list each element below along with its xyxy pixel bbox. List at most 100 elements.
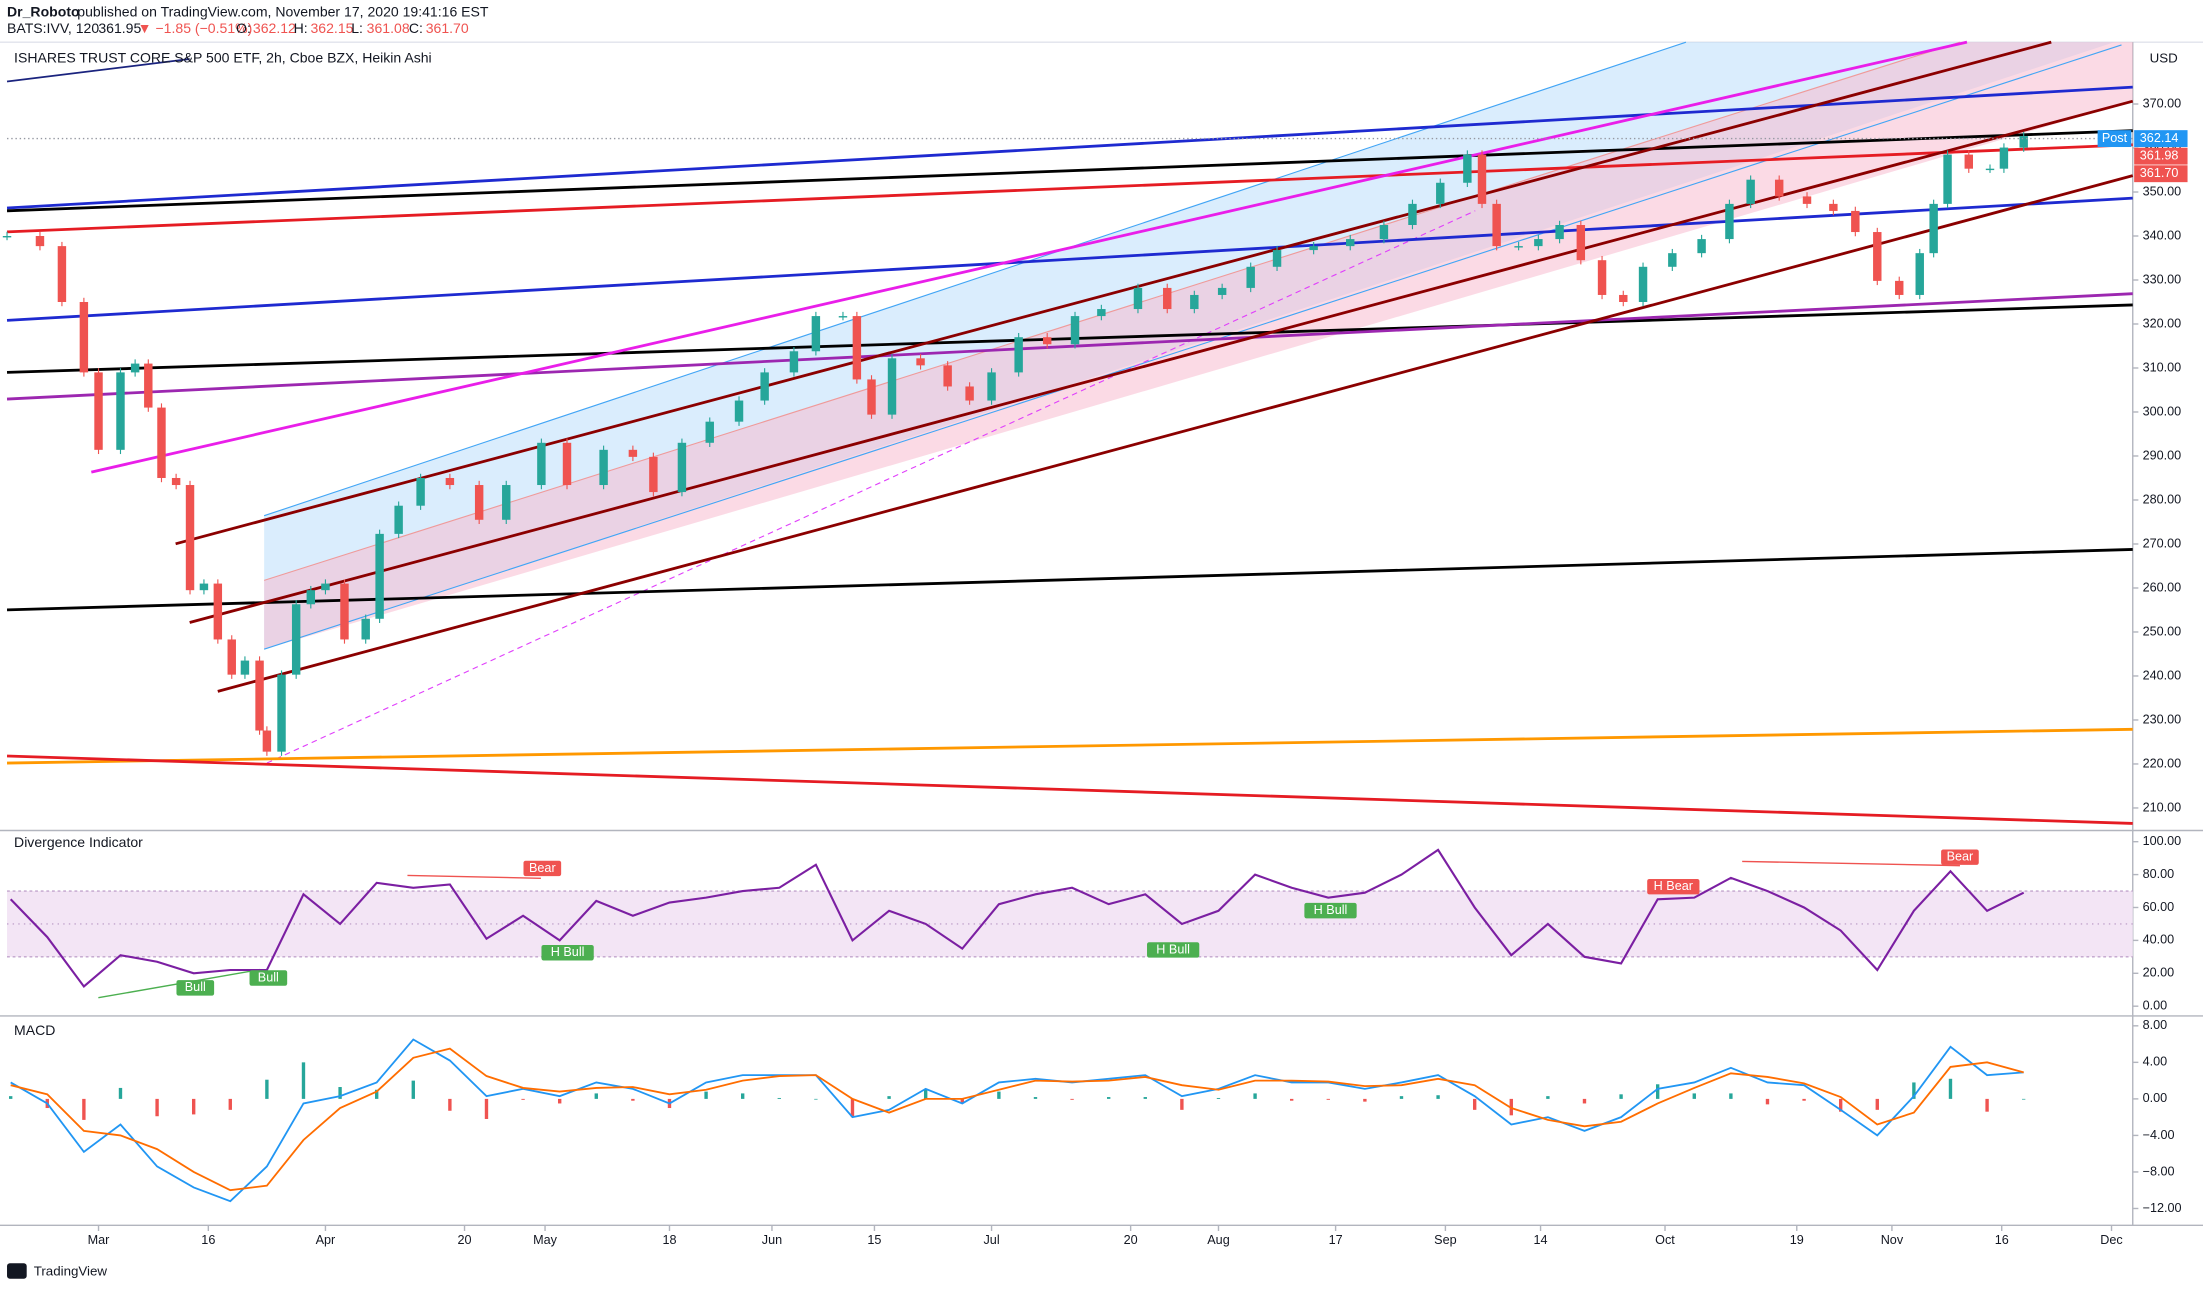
candle <box>1190 294 1199 310</box>
trend-line <box>6 143 2133 234</box>
histogram-bar <box>1655 1084 1660 1099</box>
candle <box>144 363 153 408</box>
histogram-bar <box>923 1088 928 1099</box>
candle <box>116 372 125 450</box>
candle <box>306 590 316 605</box>
price-tag <box>2134 165 2188 183</box>
candle <box>734 400 744 422</box>
candle <box>185 485 195 591</box>
histogram-bar <box>1838 1098 1843 1112</box>
oscillator-line <box>9 848 2025 988</box>
logo-icon <box>7 1263 27 1279</box>
pane: 0.00 20.00 40.00 60.00 80.00 100.00 Bear Bull Bu… <box>7 834 2181 1013</box>
y-tick-label: 210.00 <box>2143 800 2182 814</box>
candle <box>1697 239 1706 254</box>
candle <box>1929 203 1938 254</box>
candle <box>1915 253 1924 295</box>
histogram-bar <box>228 1098 232 1110</box>
y-tick-label: 280.00 <box>2143 492 2182 506</box>
histogram-bar <box>2021 1098 2026 1100</box>
candle <box>1746 179 1755 204</box>
candle <box>1133 287 1143 310</box>
candle <box>94 372 103 450</box>
trend-line <box>189 99 2134 624</box>
histogram-bar <box>1582 1098 1587 1104</box>
x-tick-label: 20 <box>1124 1233 1138 1247</box>
histogram-bar <box>1948 1078 1953 1099</box>
high-value: 362.15 <box>310 20 353 36</box>
candle <box>1217 287 1227 295</box>
histogram-bar <box>704 1091 708 1099</box>
histogram-bar <box>960 1098 964 1104</box>
candle <box>1851 210 1860 233</box>
candle <box>649 456 658 493</box>
histogram-bar <box>374 1089 379 1099</box>
candle <box>1309 246 1318 251</box>
candle <box>79 301 89 373</box>
price-tag <box>2134 147 2188 165</box>
price-tag-label: 362.14 <box>2140 131 2179 145</box>
post-tag <box>2097 130 2132 148</box>
y-tick-label: 250.00 <box>2143 624 2182 638</box>
candle <box>1070 316 1080 345</box>
annotation: H Bull <box>1314 903 1348 917</box>
candle <box>760 372 769 401</box>
y-tick-label: 350.00 <box>2143 184 2182 198</box>
candle <box>965 386 974 401</box>
y-tick-label: 270.00 <box>2143 536 2182 550</box>
candle <box>789 351 799 373</box>
y-tick-label: 60.00 <box>2143 900 2175 914</box>
histogram-bar <box>1729 1093 1733 1099</box>
candle <box>867 379 876 415</box>
last-price: 361.95 <box>98 20 141 36</box>
candle <box>1555 225 1564 240</box>
x-tick-label: 14 <box>1534 1233 1548 1247</box>
candle <box>677 442 687 493</box>
candle <box>1379 225 1389 240</box>
annotation-box <box>523 860 562 877</box>
candle <box>1042 337 1052 345</box>
y-tick-label: 0.00 <box>2143 999 2168 1013</box>
open-value: 362.12 <box>253 20 296 36</box>
annotation-box <box>1147 942 1200 958</box>
histogram-bar <box>1399 1096 1404 1099</box>
candle <box>1097 309 1106 317</box>
trend-line <box>6 754 2133 825</box>
candle <box>1985 168 1995 171</box>
candle <box>130 363 140 373</box>
histogram-bar <box>1985 1098 1989 1112</box>
histogram-bar <box>1363 1098 1367 1102</box>
histogram-bar <box>1216 1097 1221 1099</box>
histogram-bar <box>1070 1098 1074 1100</box>
candle <box>1873 232 1882 281</box>
currency: USD <box>2150 51 2178 66</box>
trend-line <box>6 548 2133 612</box>
candle <box>1477 154 1487 204</box>
histogram-bar <box>82 1098 86 1120</box>
histogram-bar <box>1546 1096 1550 1099</box>
candle <box>255 660 264 731</box>
candle <box>1492 203 1501 247</box>
histogram-bar <box>301 1062 306 1099</box>
histogram-bar <box>887 1096 891 1099</box>
histogram-bar <box>740 1093 745 1099</box>
price-tag <box>2134 130 2188 148</box>
y-tick-label: 370.00 <box>2143 96 2182 110</box>
histogram-bar <box>521 1098 525 1100</box>
candle <box>1638 266 1648 302</box>
y-tick-label: 0.00 <box>2143 1091 2168 1105</box>
histogram-bar <box>8 1096 13 1099</box>
candle <box>227 639 236 675</box>
symbol: BATS:IVV, 120 <box>7 20 99 36</box>
x-tick-label: 18 <box>662 1233 676 1247</box>
candle <box>1964 154 1973 169</box>
channel-edge <box>263 41 1961 581</box>
candle <box>887 358 897 415</box>
low-label: L: <box>351 20 363 36</box>
histogram-bar <box>155 1098 159 1117</box>
histogram-bar <box>814 1098 818 1100</box>
annotation-box <box>541 945 594 961</box>
candle <box>852 316 862 380</box>
histogram-bar <box>1692 1093 1696 1099</box>
